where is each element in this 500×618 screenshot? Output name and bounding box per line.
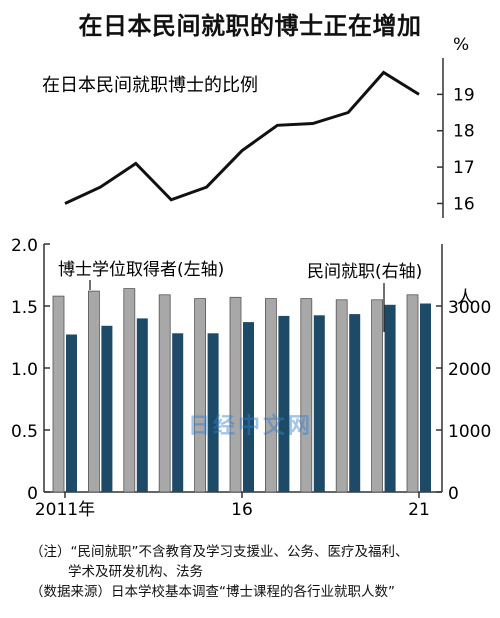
xtick-label: 16 xyxy=(231,500,253,520)
note-line-1: （注）“民间就职”不含教育及学习支援业、公务、医疗及福利、 xyxy=(30,544,409,560)
bar-private-employment xyxy=(384,304,396,492)
bar-private-employment xyxy=(313,315,325,492)
footnotes: （注）“民间就职”不含教育及学习支援业、公务、医疗及福利、 学术及研发机构、法务… xyxy=(30,542,409,602)
line-ytick-label: 19 xyxy=(453,85,475,105)
legend-degree-holders: 博士学位取得者(左轴) xyxy=(58,260,224,280)
legend-private-employment: 民间就职(右轴) xyxy=(307,262,422,282)
right-ytick-label: 0 xyxy=(448,484,459,504)
chart-title: 在日本民间就职的博士正在增加 xyxy=(78,12,422,40)
note-line-2: 学术及研发机构、法务 xyxy=(68,564,203,580)
bar-private-employment xyxy=(243,322,254,492)
bar-degree-holders xyxy=(158,294,171,493)
bar-private-employment xyxy=(101,325,113,492)
right-ytick-label: 1000 xyxy=(448,422,491,442)
bar-private-employment xyxy=(349,314,361,492)
watermark: 日经中文网 xyxy=(188,414,314,439)
left-ytick-label: 0.5 xyxy=(11,422,38,442)
left-ytick-label: 1.0 xyxy=(11,360,38,380)
right-ytick-label: 3000 xyxy=(448,298,491,318)
xtick-label: 2011年 xyxy=(35,500,95,520)
bar-degree-holders xyxy=(264,298,277,493)
right-ytick-label: 2000 xyxy=(448,360,491,380)
line-unit-label: % xyxy=(453,35,469,55)
left-ytick-label: 0 xyxy=(27,484,38,504)
bar-degree-holders xyxy=(123,288,136,493)
bar-degree-holders xyxy=(371,299,384,493)
left-ytick-label: 1.5 xyxy=(11,298,38,318)
line-ytick-label: 16 xyxy=(453,194,475,214)
bar-private-employment xyxy=(172,333,184,492)
bar-degree-holders xyxy=(300,298,313,493)
bar-degree-holders xyxy=(229,296,242,493)
line-series xyxy=(64,70,420,205)
right-axis-unit: 人 xyxy=(457,288,474,308)
line-ytick-label: 17 xyxy=(453,158,475,178)
left-ytick-label: 2.0 xyxy=(11,236,38,256)
line-ytick-label: 18 xyxy=(453,122,475,142)
bar-degree-holders xyxy=(194,298,207,493)
bar-private-employment xyxy=(66,334,77,492)
xtick-label: 21 xyxy=(408,500,430,520)
bar-degree-holders xyxy=(406,294,419,493)
bar-degree-holders xyxy=(88,290,100,493)
note-source: （数据来源）日本学校基本调查“博士课程的各行业就职人数” xyxy=(30,584,395,600)
bar-degree-holders xyxy=(335,299,348,493)
bar-private-employment xyxy=(136,318,148,492)
bar-private-employment xyxy=(207,333,219,492)
line-chart: % 16 17 18 19 在日本民间就职博士的比例 xyxy=(42,35,475,218)
bar-private-employment xyxy=(278,315,290,492)
bar-private-employment xyxy=(420,303,431,492)
line-series-title: 在日本民间就职博士的比例 xyxy=(42,75,258,96)
bar-degree-holders xyxy=(52,295,65,493)
